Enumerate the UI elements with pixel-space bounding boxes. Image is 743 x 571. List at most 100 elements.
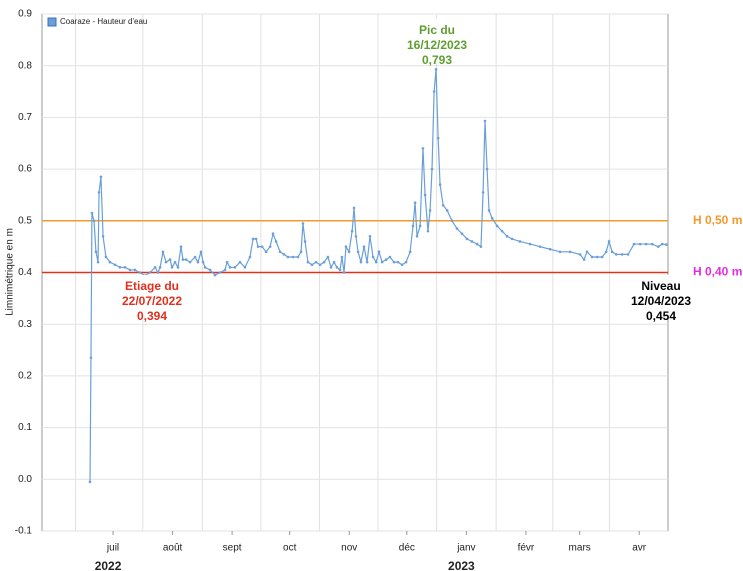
data-point	[347, 250, 351, 254]
data-point	[101, 235, 105, 238]
data-point	[632, 242, 636, 246]
data-point	[138, 271, 142, 274]
annotation-box	[399, 19, 475, 63]
y-tick-label: 0.1	[18, 422, 32, 433]
y-tick-label: 0.0	[18, 474, 32, 485]
data-point	[326, 255, 330, 259]
data-point	[243, 266, 247, 269]
data-point	[92, 219, 96, 223]
data-point	[582, 258, 586, 261]
data-point	[432, 90, 436, 93]
data-point	[415, 235, 419, 238]
x-tick-label: avr	[632, 543, 647, 554]
data-point	[96, 260, 100, 264]
data-point	[238, 260, 242, 264]
data-point	[411, 224, 415, 228]
data-point	[388, 255, 392, 259]
data-point	[188, 260, 192, 264]
y-tick-label: 0.2	[18, 371, 32, 382]
reference-label: H 0,50 m	[693, 213, 742, 227]
data-point	[104, 255, 108, 259]
x-tick-label: févr	[518, 543, 535, 554]
data-point	[299, 250, 303, 254]
data-point	[479, 245, 483, 248]
data-point	[610, 250, 614, 254]
data-point	[626, 253, 630, 256]
data-point	[223, 268, 227, 272]
annotation-box	[623, 275, 699, 319]
legend-swatch	[47, 17, 57, 27]
data-point	[278, 250, 282, 254]
data-point	[418, 224, 422, 228]
x-tick-label: août	[163, 543, 183, 554]
data-point	[470, 240, 474, 243]
data-point	[371, 255, 375, 259]
data-point	[426, 229, 430, 233]
data-point	[505, 235, 509, 238]
data-point	[170, 266, 174, 269]
data-point	[374, 260, 378, 264]
data-point	[664, 243, 668, 246]
data-point	[88, 480, 92, 484]
data-point	[600, 255, 604, 259]
data-point	[256, 245, 260, 248]
x-tick-label: déc	[399, 543, 415, 554]
data-point	[225, 260, 229, 264]
data-point	[481, 191, 485, 194]
annotation-text: 0,793	[422, 53, 452, 67]
data-point	[271, 232, 275, 236]
data-point	[314, 260, 318, 264]
data-point	[296, 255, 300, 259]
data-point	[578, 253, 582, 256]
data-point	[396, 260, 400, 264]
data-point	[428, 209, 432, 212]
data-point	[199, 250, 203, 254]
data-point	[335, 266, 339, 269]
data-point	[153, 266, 157, 269]
data-point	[614, 253, 618, 256]
data-point	[438, 183, 442, 186]
data-point	[377, 250, 381, 254]
y-axis-label: Limnimétrique en m	[5, 228, 16, 316]
data-point	[123, 266, 127, 269]
data-point	[168, 258, 172, 261]
data-point	[384, 258, 388, 261]
x-tick-label: janv	[456, 543, 475, 554]
data-point	[607, 240, 611, 243]
data-point	[306, 260, 310, 264]
data-point	[158, 266, 162, 269]
data-point	[148, 271, 152, 274]
data-point	[338, 268, 342, 272]
annotation-text: 0,394	[137, 309, 167, 323]
data-point	[99, 175, 103, 179]
x-tick-label: sept	[223, 543, 242, 554]
data-point	[332, 260, 336, 264]
data-point	[528, 242, 532, 246]
data-point	[301, 222, 305, 225]
data-point	[133, 268, 137, 272]
data-point	[362, 245, 366, 248]
data-point	[274, 240, 278, 243]
data-point	[286, 255, 290, 259]
data-point	[359, 260, 363, 264]
data-point	[558, 250, 562, 254]
data-point	[251, 237, 255, 241]
data-point	[113, 263, 117, 267]
data-point	[620, 253, 624, 256]
data-point	[380, 260, 384, 264]
data-point	[423, 193, 427, 197]
data-point	[322, 260, 326, 264]
data-point	[408, 250, 412, 254]
data-point	[650, 242, 654, 246]
data-point	[218, 271, 222, 274]
data-point	[164, 260, 168, 264]
data-point	[436, 136, 440, 140]
data-point	[660, 242, 664, 246]
data-point	[548, 247, 552, 251]
data-point	[604, 250, 608, 254]
data-point	[354, 235, 358, 238]
data-point	[176, 266, 180, 269]
data-point	[538, 245, 542, 248]
data-point	[585, 250, 589, 254]
x-tick-label: mars	[569, 543, 591, 554]
